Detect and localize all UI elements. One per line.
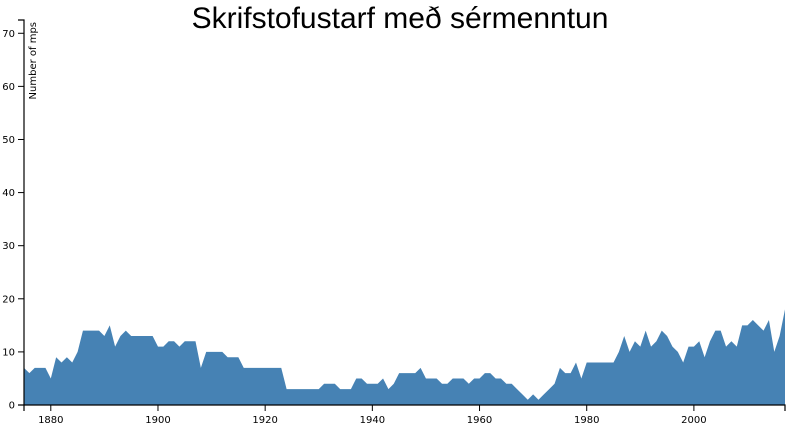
x-tick-label: 1880 — [38, 415, 63, 426]
y-axis-line — [18, 19, 25, 406]
y-tick-label: 70 — [2, 29, 15, 40]
y-axis-label: Number of mps — [28, 22, 39, 99]
x-tick-label: 1920 — [252, 415, 277, 426]
area-series — [24, 309, 785, 405]
x-tick-label: 1980 — [574, 415, 599, 426]
y-tick-label: 50 — [2, 135, 15, 146]
y-tick-label: 10 — [2, 347, 15, 358]
y-tick-label: 60 — [2, 82, 15, 93]
x-tick-label: 1940 — [360, 415, 385, 426]
y-tick-label: 40 — [2, 188, 15, 199]
x-tick-label: 1960 — [467, 415, 492, 426]
y-tick-label: 20 — [2, 294, 15, 305]
y-tick-label: 0 — [9, 401, 15, 412]
x-axis: 1880 1900 1920 1940 1960 1980 2000 — [23, 404, 786, 426]
x-axis-line — [23, 404, 786, 411]
chart-title: Skrifstofustarf með sérmenntun — [191, 2, 609, 35]
x-tick-label: 1900 — [145, 415, 170, 426]
y-axis: 0 10 20 30 40 50 60 70 — [2, 19, 25, 412]
x-tick-label: 2000 — [681, 415, 706, 426]
y-tick-label: 30 — [2, 241, 15, 252]
